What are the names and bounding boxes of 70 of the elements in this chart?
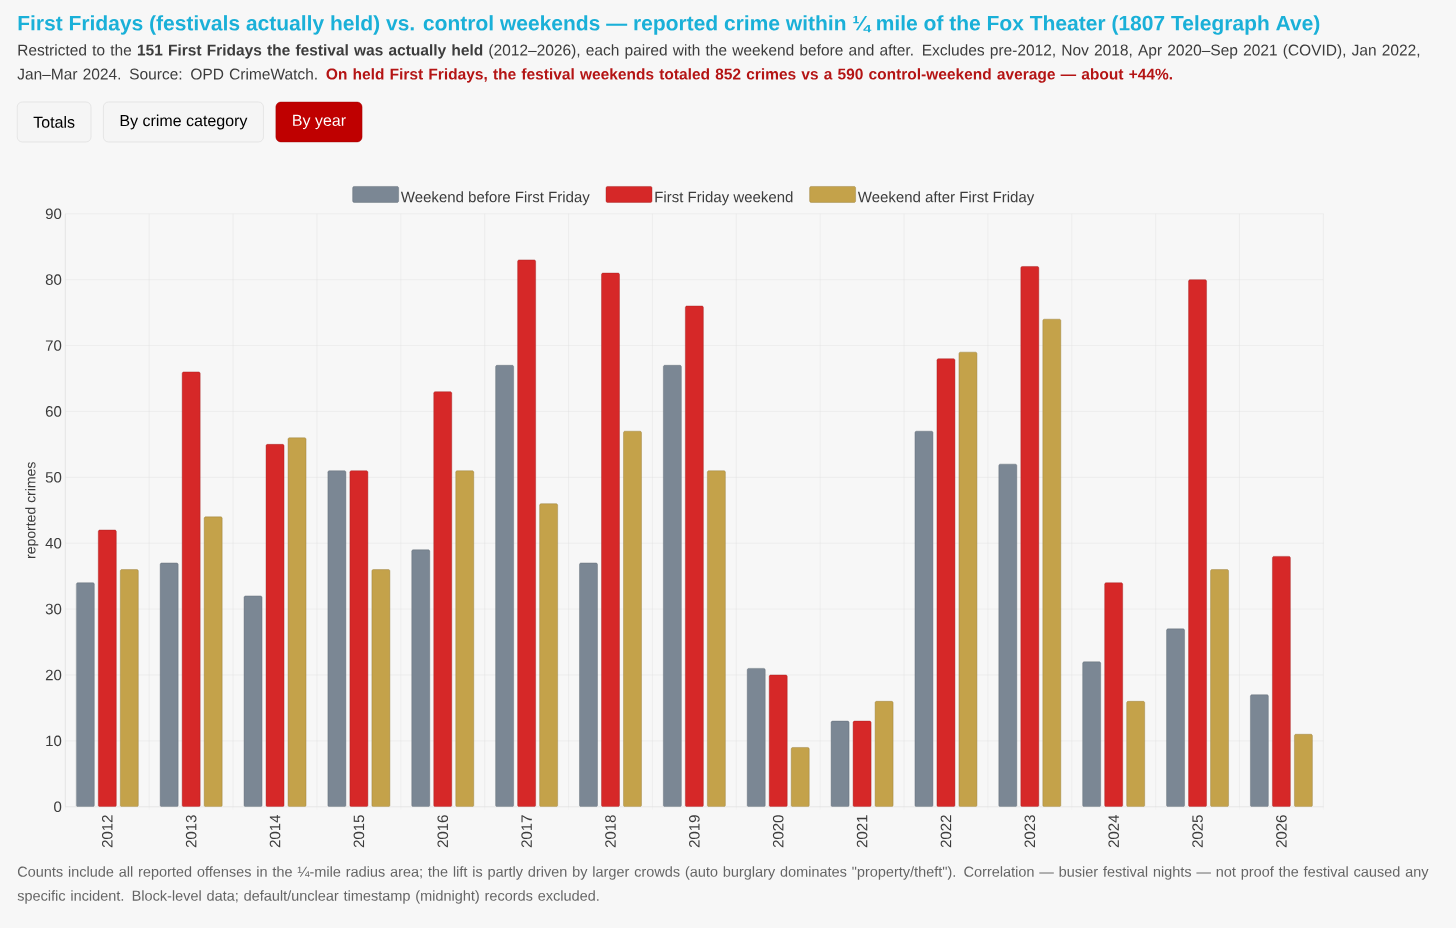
bar (663, 365, 682, 807)
bar (1104, 582, 1123, 807)
text: Restricted to the 151 First Fridays the festival was actually held (2012–2026), each paired with the weekend before and after. Excludes pre-2012, Nov 2018, Apr 2020–Sep 2021 (COVID), Jan 2022, (18, 44, 1420, 59)
bar (791, 747, 810, 807)
bar (433, 391, 452, 807)
bar (181, 371, 201, 807)
y-tick-label: 50 (45, 472, 62, 483)
y-tick-label: 10 (46, 735, 62, 747)
text: Totals (33, 116, 75, 128)
bar (411, 549, 430, 807)
x-tick-label: 2016 (437, 815, 449, 848)
x-tick-label: 2026 (1276, 815, 1287, 848)
y-tick-label: 40 (45, 537, 62, 549)
bar (120, 569, 139, 807)
bar (203, 516, 223, 807)
bar (1082, 661, 1101, 807)
bar (159, 562, 179, 807)
bar (685, 305, 704, 807)
text: On held First Fridays, the festival weekends totaled 852 crimes vs a 590 control-weekend average — about +44%. (326, 68, 1172, 83)
legend-label: First Friday weekend (655, 191, 793, 206)
text: By crime category (120, 114, 248, 130)
y-tick-label: 80 (45, 274, 62, 285)
bar (1166, 628, 1185, 807)
x-tick-label: 2022 (940, 815, 952, 848)
bar (1210, 569, 1229, 807)
bar (1126, 701, 1145, 807)
x-tick-label: 2015 (353, 815, 365, 848)
bar (98, 529, 117, 807)
x-tick-label: 2024 (1108, 815, 1119, 848)
x-tick-label: 2023 (1024, 815, 1036, 848)
bar (539, 503, 558, 807)
x-tick-label: 2017 (521, 815, 532, 848)
x-tick-label: 2025 (1192, 815, 1203, 848)
y-tick-label: 30 (45, 603, 62, 615)
chart-title: First Fridays (festivals actually held) vs. control weekends — reported crime within ¼ mile of the Fox Theater (1807 Telegraph Ave) (18, 15, 1320, 35)
y-tick-label: 0 (54, 801, 62, 813)
legend-label: Weekend before First Friday (400, 191, 590, 206)
bar (707, 470, 726, 807)
y-tick-label: 60 (45, 406, 62, 417)
bar (747, 668, 766, 807)
text: Counts include all reported offenses in the ¼-mile radius area; the lift is partly driven by larger crowds (auto burglary dominates "property/theft"). Correlation — busier festival nights — not proof the festival caused any specific incident. Block-level data; default/unclear timestamp (midnight) records excluded. (17, 866, 1429, 904)
x-tick-label: 2013 (185, 815, 197, 848)
text: Jan–Mar 2024. Source: OPD CrimeWatch. (17, 68, 317, 80)
bar (1042, 318, 1062, 807)
y-tick-label: 20 (45, 669, 62, 681)
bar (495, 365, 514, 807)
bar (1272, 556, 1291, 807)
bar (579, 562, 598, 807)
bar (769, 674, 788, 807)
bar (998, 463, 1018, 807)
bar (517, 259, 536, 807)
bar (76, 582, 95, 807)
y-tick-label: 70 (45, 340, 62, 351)
x-tick-label: 2012 (101, 815, 113, 848)
legend-label: Weekend after First Friday (857, 191, 1035, 206)
x-tick-label: 2020 (772, 815, 784, 848)
bar (623, 430, 642, 807)
x-tick-label: 2014 (269, 815, 281, 848)
bar (601, 272, 620, 807)
y-axis-title: reported crimes (25, 462, 39, 558)
text: By year (293, 114, 346, 130)
x-tick-label: 2019 (689, 815, 700, 848)
x-tick-label: 2018 (605, 815, 616, 848)
bar (455, 470, 474, 807)
bar (1294, 734, 1313, 807)
x-tick-label: 2021 (856, 815, 868, 848)
y-tick-label: 90 (45, 208, 62, 220)
bar (1188, 279, 1207, 807)
bar (1020, 266, 1040, 807)
bar (1250, 694, 1269, 807)
